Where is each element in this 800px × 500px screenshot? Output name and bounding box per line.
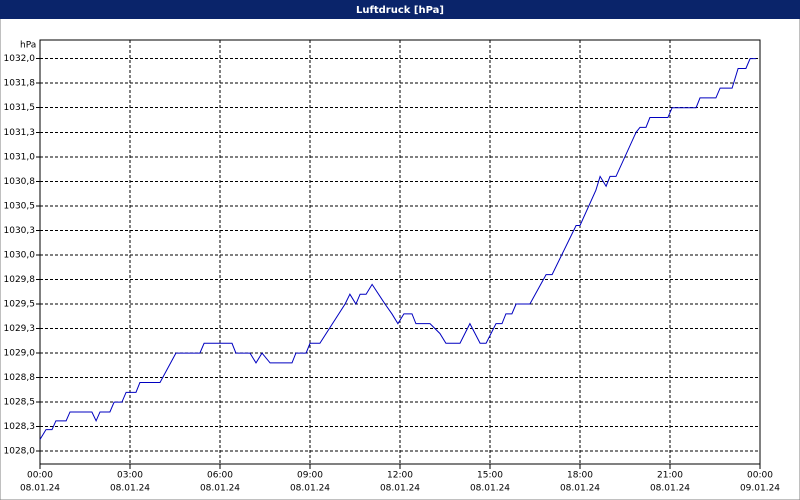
x-tick-label: 06:00	[207, 471, 233, 481]
chart-title: Luftdruck [hPa]	[356, 5, 444, 16]
y-tick-label: 1031,0	[4, 152, 36, 162]
y-tick-label: 1028,0	[4, 447, 36, 457]
x-tick-label: 09.01.24	[740, 484, 780, 494]
y-tick-label: 1028,8	[4, 373, 36, 383]
x-tick-label: 08.01.24	[290, 484, 330, 494]
y-axis-label: hPa	[20, 41, 36, 51]
y-tick-label: 1031,3	[4, 128, 36, 138]
x-tick-label: 08.01.24	[380, 484, 420, 494]
y-tick-label: 1030,0	[4, 250, 36, 260]
x-tick-label: 08.01.24	[20, 484, 60, 494]
y-tick-label: 1031,5	[4, 103, 36, 113]
x-tick-label: 08.01.24	[560, 484, 600, 494]
x-tick-label: 03:00	[117, 471, 143, 481]
y-tick-label: 1032,0	[4, 54, 36, 64]
x-tick-label: 15:00	[477, 471, 503, 481]
y-tick-label: 1030,5	[4, 201, 36, 211]
y-tick-label: 1028,5	[4, 398, 36, 408]
x-tick-label: 00:00	[27, 471, 53, 481]
x-tick-label: 08.01.24	[200, 484, 240, 494]
x-tick-label: 12:00	[387, 471, 413, 481]
x-tick-label: 08.01.24	[650, 484, 690, 494]
y-tick-label: 1029,8	[4, 275, 36, 285]
plot-border	[39, 39, 761, 465]
y-tick-label: 1031,8	[4, 79, 36, 89]
title-bar	[0, 0, 800, 19]
data-line	[39, 58, 757, 440]
x-tick-label: 00:00	[747, 471, 773, 481]
x-tick-label: 21:00	[657, 471, 683, 481]
y-tick-label: 1029,5	[4, 300, 36, 310]
x-tick-label: 18:00	[567, 471, 593, 481]
x-tick-label: 09:00	[297, 471, 323, 481]
y-tick-label: 1029,3	[4, 324, 36, 334]
y-tick-label: 1028,3	[4, 422, 36, 432]
x-tick-label: 08.01.24	[110, 484, 150, 494]
y-tick-label: 1030,3	[4, 226, 36, 236]
x-tick-label: 08.01.24	[470, 484, 510, 494]
y-tick-label: 1030,8	[4, 177, 36, 187]
y-tick-label: 1029,0	[4, 349, 36, 359]
